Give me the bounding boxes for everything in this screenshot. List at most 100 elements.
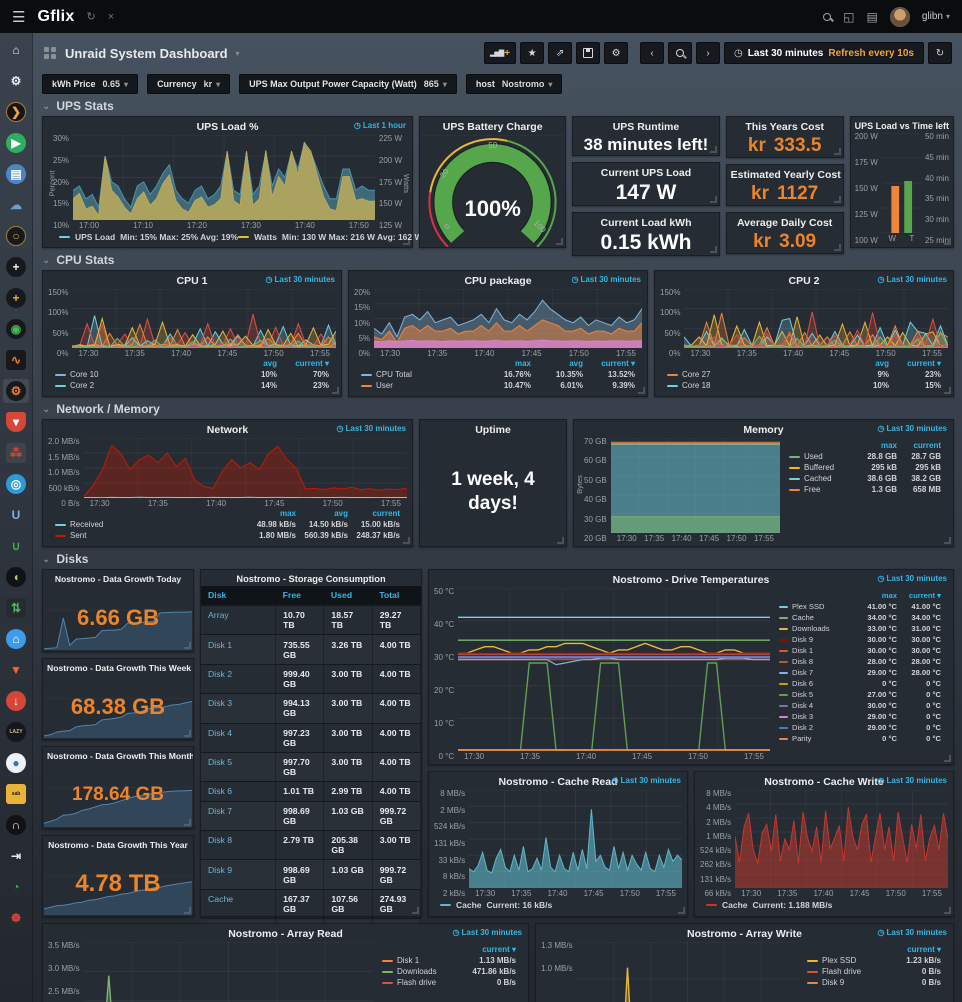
section-cpu-stats[interactable]: ⌄ CPU Stats: [42, 253, 115, 267]
legend-item[interactable]: UPS Load Min: 15% Max: 25% Avg: 19%: [59, 232, 238, 242]
panel-time-range[interactable]: ◷ Last 30 minutes: [452, 928, 522, 937]
network-chart[interactable]: [83, 438, 407, 498]
drive-temps-chart[interactable]: [458, 588, 771, 751]
legend-item[interactable]: Cache Current: 1.188 MB/s: [706, 900, 832, 910]
cpu2-chart[interactable]: [684, 289, 949, 348]
user-menu[interactable]: glibn ▾: [921, 11, 950, 22]
legend-row[interactable]: Core 2 14% 23%: [52, 380, 332, 391]
panel-time-range[interactable]: ◷ Last 30 minutes: [336, 424, 406, 433]
table-header[interactable]: Disk: [201, 586, 276, 606]
legend-row[interactable]: Flash drive 0 B/s: [379, 977, 519, 988]
legend-row[interactable]: Disk 7 29.00 °C 28.00 °C: [776, 667, 944, 678]
dock-app-icon[interactable]: ◖: [3, 565, 29, 589]
legend-row[interactable]: Downloads 33.00 °C 31.00 °C: [776, 623, 944, 634]
panel-title[interactable]: Nostromo - Drive Temperatures: [612, 574, 770, 586]
legend-row[interactable]: User 10.47% 6.01% 9.39%: [358, 380, 638, 391]
legend-row[interactable]: Used 28.8 GB 28.7 GB: [786, 451, 944, 462]
dock-app-icon[interactable]: ☁: [10, 198, 22, 212]
panel-title[interactable]: This Years Cost: [745, 121, 824, 133]
legend-row[interactable]: Flash drive 0 B/s: [804, 966, 944, 977]
dock-app-icon[interactable]: ◎: [3, 472, 29, 496]
panel-title[interactable]: UPS Load %: [196, 121, 259, 133]
legend-row[interactable]: Plex SSD 41.00 °C 41.00 °C: [776, 601, 944, 612]
dashboard-title[interactable]: Unraid System Dashboard: [65, 45, 228, 61]
legend-row[interactable]: Core 18 10% 15%: [664, 380, 944, 391]
legend-row[interactable]: Downloads 471.86 kB/s: [379, 966, 519, 977]
dock-app-icon[interactable]: +: [3, 286, 29, 310]
legend-row[interactable]: CPU Total 16.76% 10.35% 13.52%: [358, 369, 638, 380]
fullscreen-icon[interactable]: ◱: [843, 9, 855, 24]
panel-title[interactable]: Average Daily Cost: [736, 217, 833, 229]
close-icon[interactable]: ×: [107, 10, 115, 23]
legend-row[interactable]: Disk 6 0 °C 0 °C: [776, 678, 944, 689]
panel-title[interactable]: Nostromo - Data Growth This Month: [47, 751, 193, 761]
section-disks[interactable]: ⌄ Disks: [42, 552, 89, 566]
dock-app-icon[interactable]: ▾: [3, 410, 29, 434]
dock-app-icon[interactable]: ∪: [11, 539, 21, 553]
dock-app-icon[interactable]: LAZY: [3, 720, 29, 744]
legend-row[interactable]: Disk 8 28.00 °C 28.00 °C: [776, 656, 944, 667]
dock-app-icon[interactable]: ❯: [3, 100, 29, 124]
dock-app-icon[interactable]: ▤: [3, 162, 29, 186]
panel-title[interactable]: Nostromo - Array Read: [228, 928, 343, 940]
brand-logo[interactable]: Gflix: [37, 7, 75, 25]
panel-title[interactable]: Nostromo - Data Growth This Week: [47, 662, 192, 673]
panel-title[interactable]: Estimated Yearly Cost: [730, 169, 841, 181]
legend-row[interactable]: Disk 2 29.00 °C 0 °C: [776, 722, 944, 733]
legend-row[interactable]: Cached 38.6 GB 38.2 GB: [786, 473, 944, 484]
legend-row[interactable]: Buffered 295 kB 295 kB: [786, 462, 944, 473]
dock-app-icon[interactable]: ⇅: [3, 596, 29, 620]
panel-title[interactable]: Network: [206, 424, 249, 436]
dock-app-icon[interactable]: +: [3, 255, 29, 279]
panel-time-range[interactable]: ◷ Last 30 minutes: [265, 275, 335, 284]
ups-bar-chart[interactable]: [881, 133, 921, 233]
legend-row[interactable]: Disk 1 1.13 MB/s: [379, 955, 519, 966]
growth-year-sparkline[interactable]: [44, 875, 192, 916]
panel-title[interactable]: CPU package: [464, 275, 532, 287]
cache-write-chart[interactable]: [735, 790, 949, 888]
panel-time-range[interactable]: ◷ Last 1 hour: [353, 121, 406, 130]
table-header[interactable]: Used: [323, 586, 373, 606]
panel-title[interactable]: UPS Battery Charge: [442, 121, 543, 133]
growth-month-sparkline[interactable]: [44, 786, 192, 827]
panel-title[interactable]: UPS Load vs Time left: [854, 121, 949, 131]
dock-app-icon[interactable]: ▼: [10, 663, 22, 677]
panel-title[interactable]: UPS Runtime: [612, 121, 680, 133]
time-forward-button[interactable]: ›: [696, 42, 721, 64]
array-write-chart[interactable]: [576, 942, 798, 1002]
ups-load-chart[interactable]: [73, 135, 376, 220]
dock-app-icon[interactable]: ●: [3, 751, 29, 775]
dashboard-grid-icon[interactable]: [44, 46, 57, 60]
panel-title[interactable]: Nostromo - Cache Read: [498, 776, 618, 788]
zoom-out-button[interactable]: [668, 42, 693, 64]
panel-title[interactable]: CPU 1: [176, 275, 208, 287]
panel-time-range[interactable]: ◷ Last 30 minutes: [877, 574, 947, 583]
chevron-down-icon[interactable]: ▾: [235, 48, 240, 58]
panel-time-range[interactable]: ◷ Last 30 minutes: [877, 424, 947, 433]
legend-row[interactable]: Free 1.3 GB 658 MB: [786, 484, 944, 495]
legend-item[interactable]: Cache Current: 16 kB/s: [440, 900, 552, 910]
share-button[interactable]: ⇗: [548, 42, 573, 64]
legend-row[interactable]: Parity 0 °C 0 °C: [776, 733, 944, 744]
dock-app-icon[interactable]: U: [11, 508, 21, 522]
panel-title[interactable]: CPU 2: [788, 275, 820, 287]
panel-time-range[interactable]: ◷ Last 30 minutes: [877, 275, 947, 284]
dock-app-icon[interactable]: ☸: [10, 911, 22, 925]
legend-row[interactable]: Received 48.98 kB/s 14.50 kB/s 15.00 kB/s: [52, 519, 403, 530]
panel-title[interactable]: Current Load kWh: [600, 217, 692, 229]
save-button[interactable]: [576, 42, 601, 64]
dock-app-icon[interactable]: ↓: [3, 689, 29, 713]
star-button[interactable]: ★: [520, 42, 545, 64]
legend-row[interactable]: Disk 5 27.00 °C 0 °C: [776, 689, 944, 700]
section-ups-stats[interactable]: ⌄ UPS Stats: [42, 99, 114, 113]
legend-row[interactable]: Disk 1 30.00 °C 30.00 °C: [776, 645, 944, 656]
legend-row[interactable]: Core 27 9% 23%: [664, 369, 944, 380]
battery-gauge[interactable]: 100% 0 20 50 100: [420, 135, 565, 247]
hamburger-menu-icon[interactable]: ☰: [12, 8, 26, 26]
dock-app-icon[interactable]: ⚙: [3, 379, 29, 403]
panel-title[interactable]: Nostromo - Data Growth This Year: [48, 839, 188, 850]
legend-row[interactable]: Sent 1.80 MB/s 560.39 kB/s 248.37 kB/s: [52, 530, 403, 541]
time-range-picker[interactable]: ◷ Last 30 minutes Refresh every 10s: [724, 42, 924, 64]
variable-dropdown[interactable]: Currency kr ▾: [147, 74, 231, 94]
variable-dropdown[interactable]: kWh Price 0.65 ▾: [42, 74, 139, 94]
